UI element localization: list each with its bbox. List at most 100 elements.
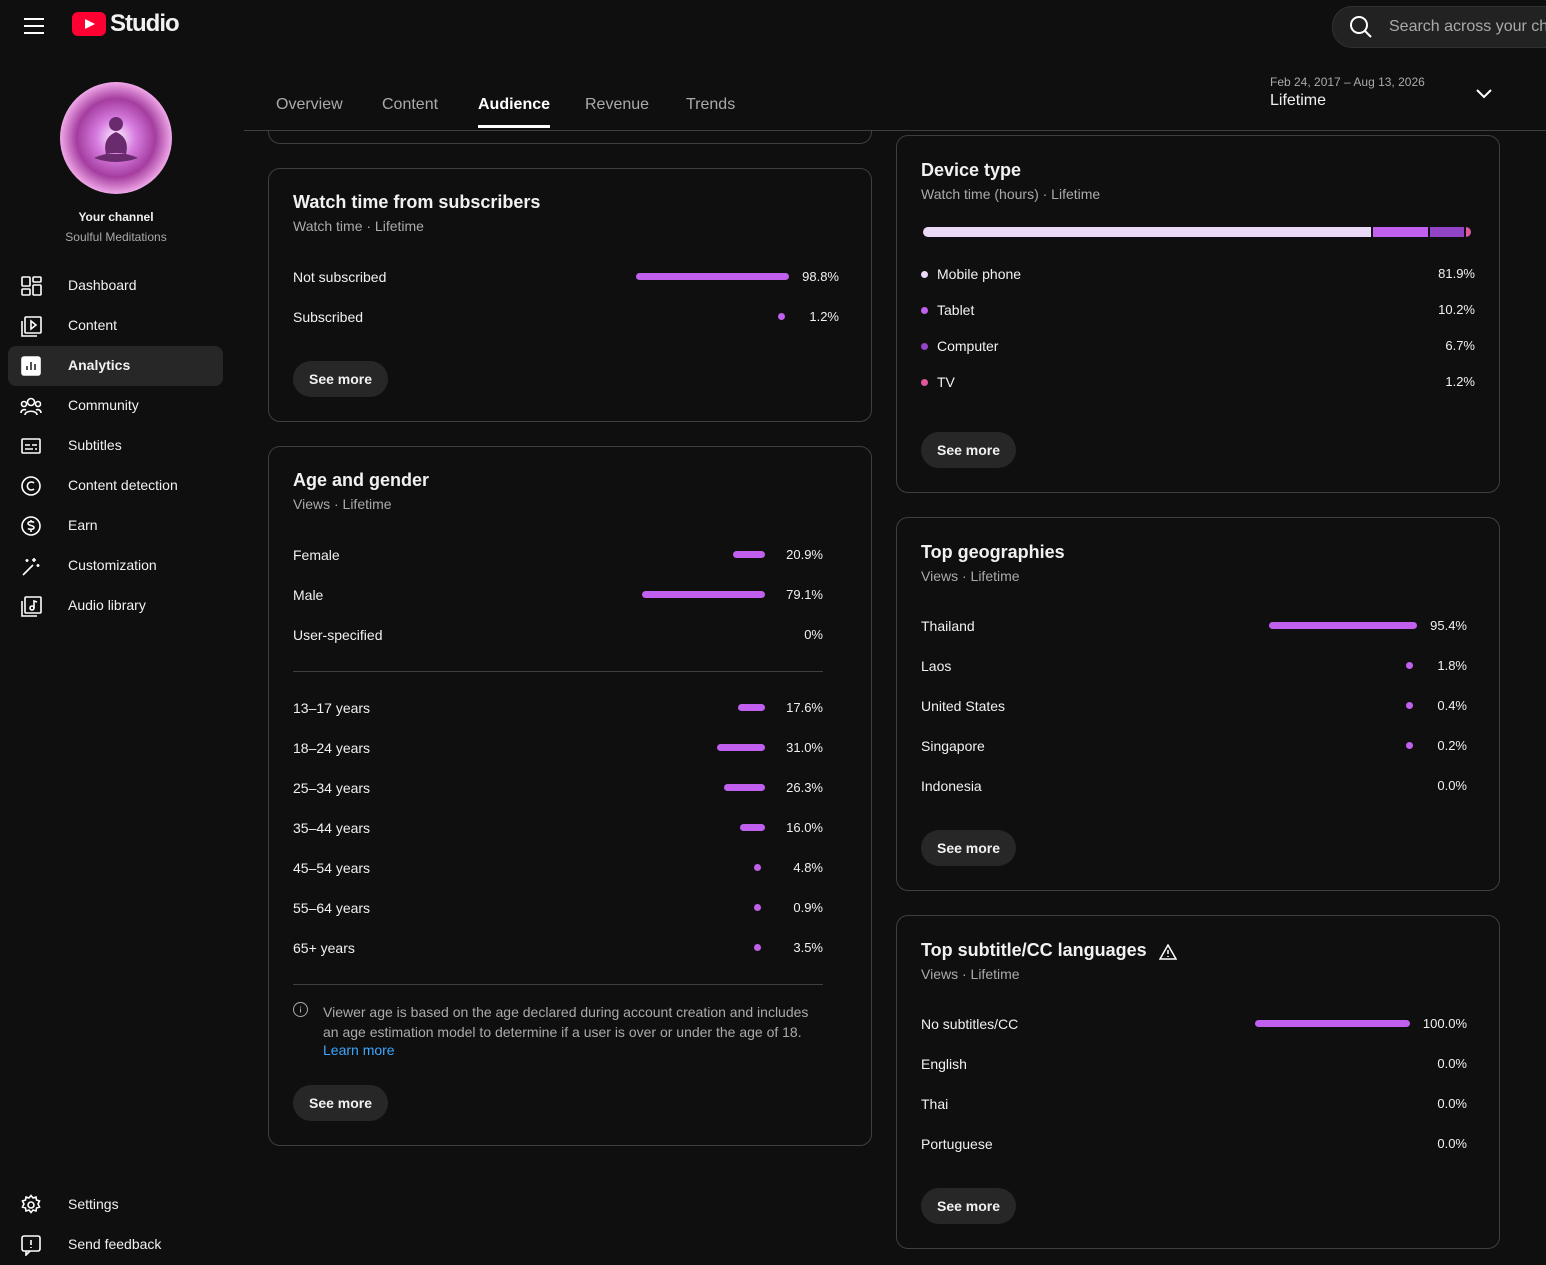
legend-dot (921, 343, 928, 350)
row-value: 3.5% (793, 940, 823, 955)
row-label: Portuguese (921, 1136, 993, 1152)
nav-item[interactable]: Subtitles (8, 426, 223, 466)
tabs-bar (244, 52, 1546, 131)
bar (740, 824, 765, 831)
nav-icon (22, 558, 40, 576)
nav-item[interactable]: Community (8, 386, 223, 426)
row-label: 65+ years (293, 940, 355, 956)
device-segment (1429, 227, 1465, 237)
search-placeholder: Search across your channel (1389, 18, 1546, 35)
row-value: 0.0% (1437, 1056, 1467, 1071)
channel-label: Your channel (78, 210, 154, 224)
row-value: 0.9% (793, 900, 823, 915)
legend-label: TV (937, 374, 955, 390)
divider (293, 671, 823, 672)
row-value: 26.3% (786, 780, 823, 795)
row-label: Laos (921, 658, 952, 674)
nav-label: Community (68, 397, 139, 413)
divider (293, 984, 823, 985)
see-more-button[interactable]: See more (293, 1085, 389, 1121)
bar (724, 784, 765, 791)
legend-value: 1.2% (1445, 374, 1475, 389)
see-more-button[interactable]: See more (293, 361, 389, 397)
nav-icon (21, 1235, 41, 1256)
date-label[interactable]: Lifetime (1270, 92, 1327, 109)
learn-more-link[interactable]: Learn more (323, 1042, 395, 1058)
date-range[interactable]: Feb 24, 2017 – Aug 13, 2026 (1270, 75, 1425, 89)
device-type-card: Device type Watch time (hours) · Lifetime… (896, 135, 1500, 493)
legend-value: 6.7% (1445, 338, 1475, 353)
subtitles-card: Top subtitle/CC languages Views · Lifetim… (896, 915, 1500, 1249)
warning-glyph (1158, 943, 1178, 960)
search-box[interactable]: Search across your channel (1332, 6, 1546, 48)
nav-icon (21, 316, 42, 337)
nav-label: Dashboard (68, 277, 137, 293)
row-value: 79.1% (786, 587, 823, 602)
menu-icon[interactable] (22, 16, 46, 36)
date-dropdown[interactable] (1474, 86, 1494, 102)
nav-item[interactable]: Settings (8, 1185, 223, 1225)
legend-dot (921, 271, 928, 278)
row-value: 1.8% (1437, 658, 1467, 673)
see-more-button[interactable]: See more (921, 432, 1017, 468)
nav-item[interactable]: Dashboard (8, 266, 223, 306)
nav-label: Send feedback (68, 1236, 162, 1252)
bar (737, 704, 765, 711)
device-segment (1466, 227, 1471, 237)
nav-label: Analytics (68, 357, 131, 373)
tab[interactable]: Audience (478, 96, 551, 128)
sidebar: Your channel Soulful Meditations Dashboa… (0, 52, 244, 1256)
nav-label: Earn (68, 517, 98, 533)
card-subtitle: Watch time · Lifetime (293, 218, 424, 234)
bar-dot (1406, 662, 1413, 669)
info-icon (293, 1002, 308, 1017)
tab[interactable]: Overview (276, 96, 343, 113)
legend-label: Tablet (937, 302, 975, 318)
bar (642, 591, 765, 598)
row-value: 98.8% (802, 269, 839, 284)
row-value: 0.2% (1437, 738, 1467, 753)
row-label: 35–44 years (293, 820, 371, 836)
row-value: 20.9% (786, 547, 823, 562)
row-label: Thailand (921, 618, 975, 634)
row-label: United States (921, 698, 1006, 714)
tab[interactable]: Trends (686, 96, 736, 113)
card-subtitle: Views · Lifetime (921, 568, 1020, 584)
nav-item[interactable]: Earn (8, 506, 223, 546)
nav-item[interactable]: Analytics (8, 346, 223, 386)
see-more-button[interactable]: See more (921, 830, 1017, 866)
nav-icon (21, 476, 41, 496)
row-value: 0% (804, 627, 823, 642)
row-value: 0.0% (1437, 778, 1467, 793)
tab[interactable]: Revenue (585, 96, 650, 113)
nav-item[interactable]: Content detection (8, 466, 223, 506)
row-label: User-specified (293, 627, 383, 643)
nav-icon (21, 1194, 41, 1214)
channel-avatar[interactable] (60, 82, 172, 194)
see-more-button[interactable]: See more (921, 1188, 1017, 1224)
card-title: Watch time from subscribers (293, 192, 541, 212)
row-value: 1.2% (809, 309, 839, 324)
age-note: Viewer age is based on the age declared … (323, 1004, 809, 1040)
legend-label: Mobile phone (937, 266, 1022, 282)
age-gender-card: Age and gender Views · Lifetime Female 20.9… (268, 446, 872, 1146)
row-label: English (921, 1056, 967, 1072)
legend-dot (921, 307, 928, 314)
row-label: 18–24 years (293, 740, 371, 756)
bar-dot (754, 944, 761, 951)
bar-dot (754, 904, 761, 911)
card-subtitle: Watch time (hours) · Lifetime (921, 186, 1101, 202)
logo-icon[interactable] (72, 12, 108, 38)
nav-item[interactable]: Send feedback (8, 1225, 223, 1265)
bar (1269, 622, 1417, 629)
row-label: Singapore (921, 738, 985, 754)
row-label: 25–34 years (293, 780, 371, 796)
nav-item[interactable]: Content (8, 306, 223, 346)
row-label: No subtitles/CC (921, 1016, 1019, 1032)
nav-icon (21, 438, 41, 454)
tab[interactable]: Content (382, 96, 439, 113)
info-glyph (300, 1006, 301, 1013)
logo-text[interactable]: Studio (110, 10, 180, 37)
nav-item[interactable]: Customization (8, 546, 223, 586)
nav-item[interactable]: Audio library (8, 586, 223, 626)
